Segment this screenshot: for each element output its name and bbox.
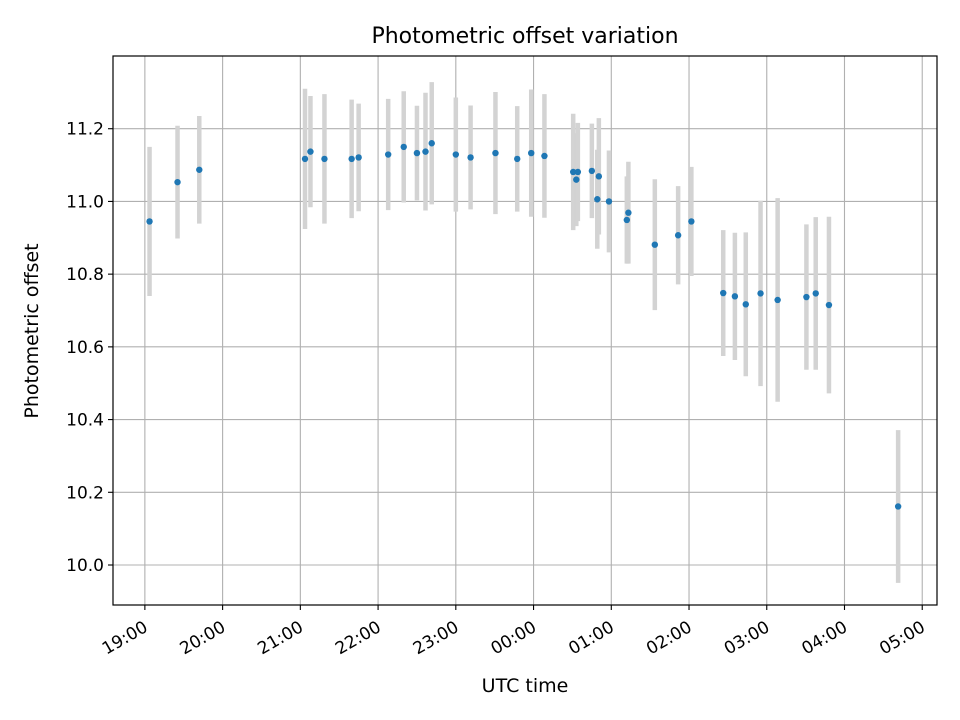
error-bars xyxy=(147,82,901,583)
data-point xyxy=(384,151,392,158)
y-tick-label: 10.8 xyxy=(66,265,104,285)
data-point xyxy=(492,149,499,157)
y-tick-label: 10.2 xyxy=(66,483,104,503)
x-tick-label: 03:00 xyxy=(721,617,773,659)
data-point xyxy=(413,149,421,157)
x-tick-label: 22:00 xyxy=(332,617,384,659)
data-point xyxy=(400,143,407,151)
data-point xyxy=(731,293,739,300)
y-tick-label: 10.4 xyxy=(66,411,104,431)
data-point xyxy=(803,293,810,301)
x-tick-label: 20:00 xyxy=(177,617,229,659)
data-point xyxy=(348,155,355,163)
data-point xyxy=(573,176,580,183)
data-point xyxy=(307,148,314,155)
y-tick-label: 10.6 xyxy=(66,338,104,358)
x-tick-label: 05:00 xyxy=(876,617,928,659)
x-tick-label: 19:00 xyxy=(99,617,151,659)
data-point xyxy=(174,178,181,186)
plot-frame xyxy=(112,55,938,606)
y-tick-label: 11.2 xyxy=(66,120,104,140)
data-point xyxy=(742,301,749,308)
data-point xyxy=(757,290,764,297)
y-tick-label: 10.0 xyxy=(66,556,104,576)
grid-lines xyxy=(113,56,937,605)
data-point xyxy=(774,296,781,304)
data-point xyxy=(541,152,548,160)
data-point xyxy=(574,168,582,176)
data-point xyxy=(452,151,460,158)
data-point xyxy=(625,209,632,216)
x-tick-label: 04:00 xyxy=(799,617,851,659)
x-tick-label: 00:00 xyxy=(488,617,540,659)
data-point xyxy=(321,155,328,163)
data-point xyxy=(514,155,521,163)
x-tick-label: 23:00 xyxy=(410,617,462,659)
data-point xyxy=(894,503,902,510)
data-point xyxy=(422,148,429,155)
data-point xyxy=(605,198,613,205)
x-axis-label: UTC time xyxy=(482,675,569,697)
data-point xyxy=(651,241,659,248)
chart-title: Photometric offset variation xyxy=(371,24,678,49)
x-tick-label: 01:00 xyxy=(565,617,617,659)
y-axis-ticks: 10.0 10.2 10.4 10.6 10.8 11.0 11.2 xyxy=(66,120,113,576)
y-tick-label: 11.0 xyxy=(66,192,104,212)
data-point xyxy=(146,218,153,225)
data-point xyxy=(569,168,577,176)
data-points xyxy=(146,140,902,510)
data-point xyxy=(674,232,682,239)
data-point xyxy=(196,166,203,173)
data-point xyxy=(688,218,695,225)
data-point xyxy=(595,173,603,180)
x-tick-label: 21:00 xyxy=(254,617,306,659)
data-point xyxy=(825,301,833,309)
data-point xyxy=(720,289,727,297)
data-point xyxy=(301,155,309,163)
data-point xyxy=(623,216,631,224)
data-point xyxy=(588,167,596,175)
data-point xyxy=(812,290,819,297)
data-point xyxy=(428,140,435,147)
x-axis-ticks: 19:00 20:00 21:00 22:00 23:00 00:00 01:00 02:00… xyxy=(99,605,929,659)
x-tick-label: 02:00 xyxy=(643,617,695,659)
data-point xyxy=(355,154,362,161)
data-point xyxy=(594,196,601,203)
y-axis-label: Photometric offset xyxy=(21,243,43,418)
data-point xyxy=(467,154,474,161)
data-point xyxy=(528,149,535,157)
